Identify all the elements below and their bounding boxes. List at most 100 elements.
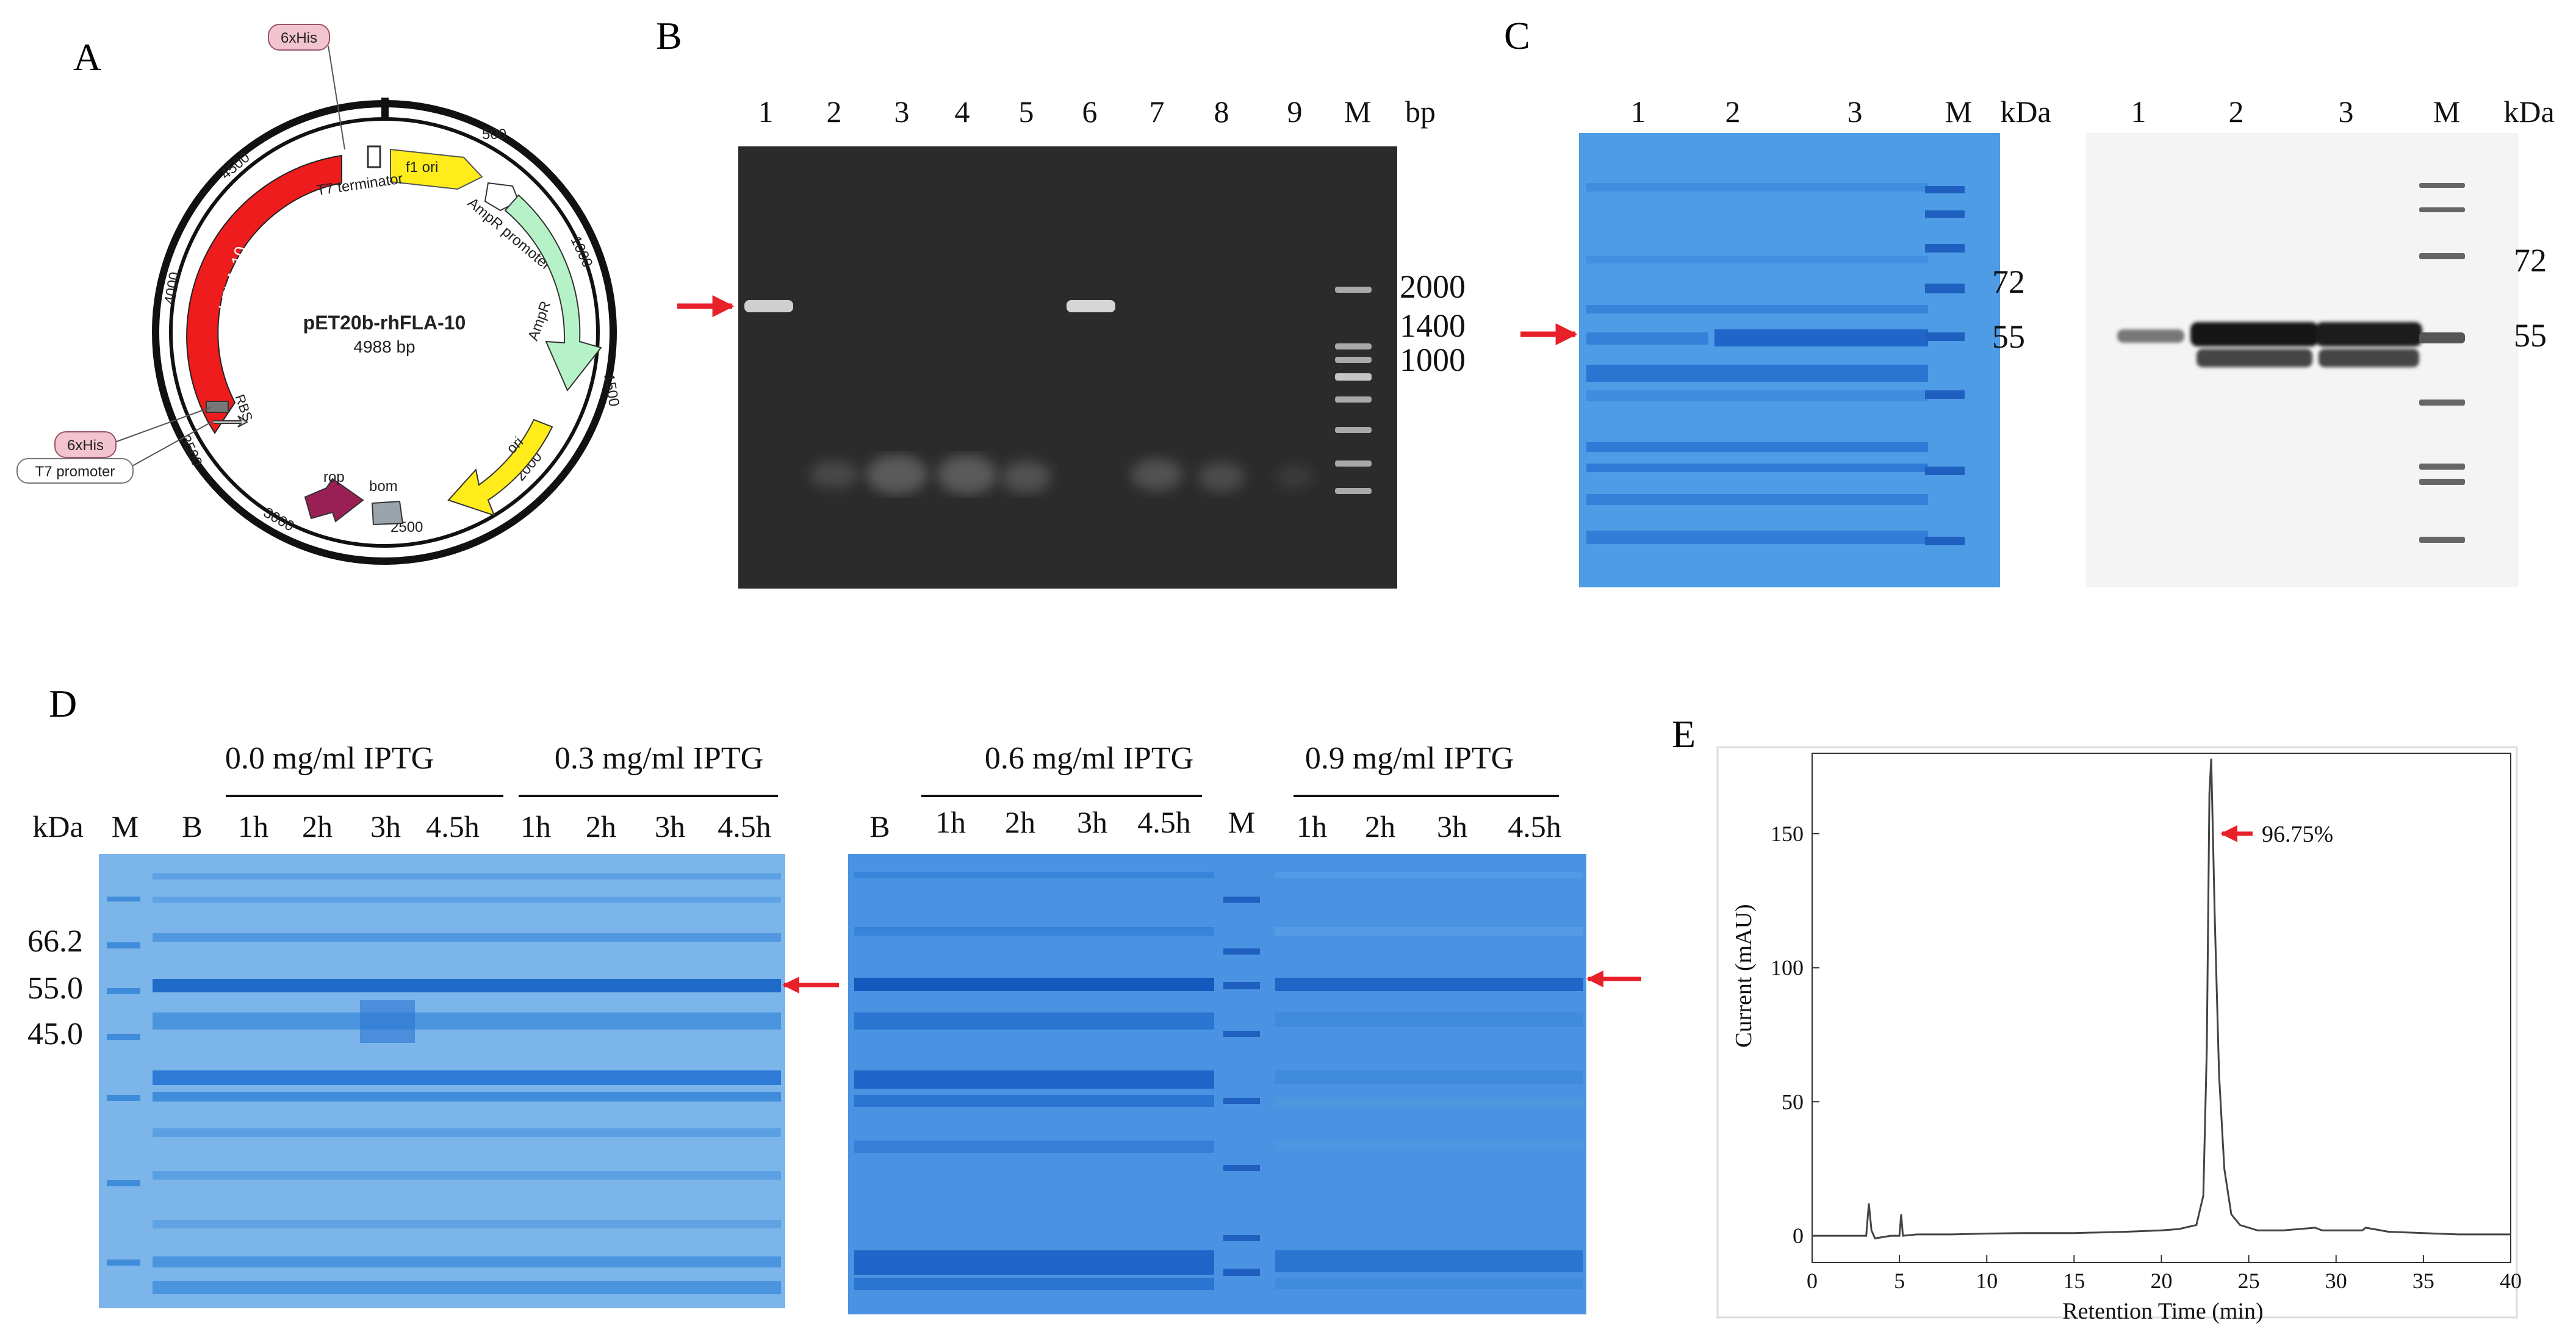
hplc-y-tick-label: 100 (1771, 956, 1804, 980)
gel-c-right-lane-m: M (2433, 95, 2460, 129)
western-band-lane-2-lower (2196, 349, 2312, 367)
gel-c-ladder (1925, 467, 1965, 475)
gel-c-left-unit: kDa (2000, 95, 2051, 129)
gel-d-l-1-2h: 2h (586, 809, 616, 844)
t7-promoter-label: T7 promoter (35, 464, 115, 480)
western-band-lane-3 (2315, 322, 2422, 346)
gel-b-smear (938, 455, 996, 494)
f1-ori-feature (390, 148, 483, 190)
gel-d-band-target (1275, 978, 1583, 991)
gel-c-band (1586, 442, 1928, 452)
hplc-y-tick-label: 50 (1782, 1089, 1804, 1114)
gel-c-ladder (1925, 537, 1965, 545)
hplc-x-tick-label: 15 (2063, 1269, 2085, 1293)
gel-d-l-1-1h: 1h (520, 809, 551, 844)
gel-d-r-2-1h: 1h (935, 805, 966, 839)
gel-b-lane-2: 2 (827, 95, 842, 129)
gel-d-right-ladder (1223, 1098, 1260, 1104)
western-ladder-band (2419, 253, 2465, 259)
gel-d-band (854, 1095, 1214, 1107)
gel-c-coomassie (1579, 133, 2000, 587)
gel-d-r-3-1h: 1h (1297, 809, 1327, 844)
gel-d-r-3-2h: 2h (1365, 809, 1395, 844)
hplc-y-tick-label: 0 (1793, 1224, 1804, 1248)
bom-feature (371, 500, 404, 526)
western-ladder-band (2419, 537, 2465, 543)
gel-d-marker-550: 55.0 (27, 971, 83, 1006)
gel-c-ladder (1925, 390, 1965, 399)
panel-d: D 0.0 mg/ml IPTG 0.3 mg/ml IPTG 0.6 mg/m… (27, 682, 1641, 1314)
gel-c-band (1586, 390, 1928, 401)
gel-d-left-ladder (107, 988, 140, 994)
gel-d-kda: kDa (32, 809, 83, 844)
gel-c-left-marker-55: 55 (1992, 318, 2025, 355)
gel-d-band (153, 1220, 781, 1228)
gel-d-right-b: B (869, 809, 890, 844)
gel-d-right-ladder (1223, 1235, 1260, 1241)
gel-b-smear (1198, 462, 1245, 492)
gel-b-marker-1000: 1000 (1400, 342, 1466, 378)
gel-d-band (854, 1070, 1214, 1089)
gel-d-l-0-1h: 1h (238, 809, 268, 844)
his-top-leader (328, 45, 345, 150)
gel-b-ladder-band (1335, 427, 1372, 433)
gel-c-right-lane-2: 2 (2229, 95, 2244, 129)
gel-d-band (153, 1281, 781, 1294)
gel-c-left-lane-3: 3 (1847, 95, 1863, 129)
gel-d-left-ladder (107, 1180, 140, 1186)
gel-c-band (1586, 305, 1928, 314)
gel-b-unit: bp (1405, 95, 1436, 129)
gel-d-band (854, 1250, 1214, 1275)
gel-d-band (1275, 927, 1583, 936)
rbs-label: RBS (232, 392, 256, 423)
gel-c-band (1586, 332, 1708, 345)
gel-d-left-m: M (112, 809, 139, 844)
plasmid-name: pET20b-rhFLA-10 (303, 312, 466, 334)
gel-d-right-ladder (1223, 1165, 1260, 1171)
gel-d-left-ladder (107, 942, 140, 948)
gel-d-band (153, 1070, 781, 1085)
t7-terminator-box (367, 145, 381, 168)
hplc-x-tick-label: 10 (1976, 1269, 1998, 1293)
gel-c-right-lane-3: 3 (2339, 95, 2354, 129)
gel-d-marker-662: 66.2 (27, 924, 83, 959)
rhfla-10-gene (186, 154, 342, 434)
rbs-feature (206, 401, 229, 413)
gel-c-right-marker-72: 72 (2514, 242, 2547, 279)
western-band-lane-1 (2117, 329, 2184, 343)
gel-d-right-ladder (1223, 1031, 1260, 1037)
gel-d-band (1275, 1070, 1583, 1084)
hplc-plot: 0 5 10 15 20 25 30 35 40 0 50 100 150 96.75% (1771, 753, 2522, 1293)
gel-d-r-2-45h: 4.5h (1137, 805, 1191, 839)
gel-b-lane-9: 9 (1287, 95, 1303, 129)
hplc-x-tick-label: 0 (1807, 1269, 1818, 1293)
gel-b-marker-1400: 1400 (1400, 307, 1466, 344)
rop-feature (304, 478, 364, 523)
gel-d-band (153, 1256, 781, 1267)
hplc-x-axis-label: Retention Time (min) (2062, 1299, 2263, 1324)
plasmid-origin-tick (381, 98, 389, 118)
gel-d-r-3-3h: 3h (1437, 809, 1467, 844)
gel-b-image (738, 146, 1397, 589)
gel-d-left-ladder (107, 897, 140, 901)
gel-d-group-0: 0.0 mg/ml IPTG (225, 741, 434, 776)
rop-label: rop (323, 469, 345, 485)
gel-d-band (854, 872, 1214, 878)
gel-b-lane-6: 6 (1082, 95, 1098, 129)
gel-b-ladder-band (1335, 357, 1372, 363)
hplc-axes-box (1811, 753, 2511, 1263)
hplc-y-tick-label: 150 (1771, 822, 1804, 846)
western-ladder-band (2419, 399, 2465, 406)
gel-c-left-lane-m: M (1945, 95, 1972, 129)
gel-c-band (1586, 365, 1928, 382)
panel-label-b: B (656, 14, 682, 57)
western-ladder (2419, 183, 2465, 543)
gel-d-l-0-2h: 2h (302, 809, 333, 844)
gel-c-coomassie-bands (1586, 183, 1965, 545)
panel-label-d: D (49, 682, 77, 725)
hplc-peak-annotation: 96.75% (2262, 822, 2333, 847)
t7-promoter-leader (131, 420, 214, 467)
gel-d-left-ladder (107, 1034, 140, 1040)
gel-b-band-lane-6 (1067, 300, 1115, 312)
